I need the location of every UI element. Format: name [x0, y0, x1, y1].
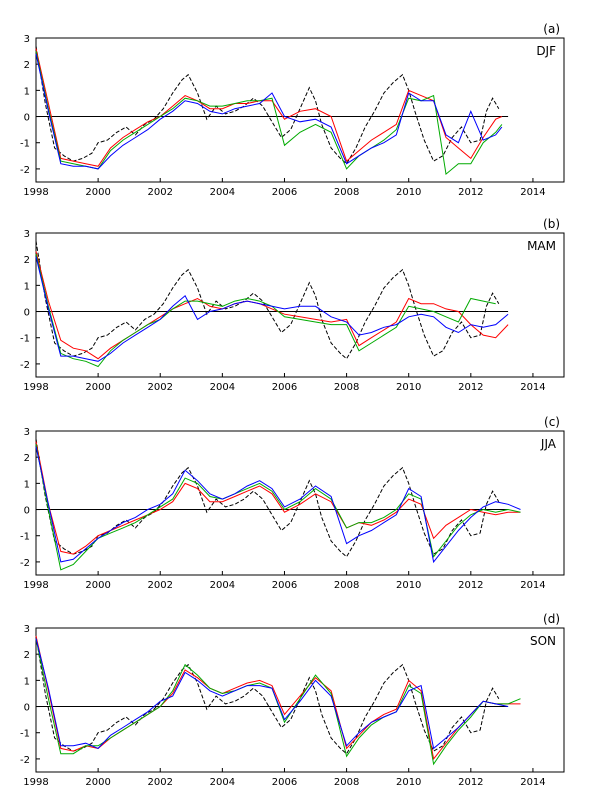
series-line-2	[35, 251, 509, 360]
chart-panel-2: 1998 2000 2002 2004 2006 2008 2010 2012 2014 -2 -1…	[20, 217, 565, 393]
plot-frame	[35, 430, 565, 576]
x-tick-label: 2004	[210, 382, 235, 393]
x-tick-label: 2008	[334, 777, 359, 788]
x-tick-label: 2008	[334, 382, 359, 393]
x-tick-label: 2002	[148, 580, 173, 591]
x-tick-label: 1998	[23, 580, 48, 591]
y-tick-label: 3	[24, 229, 30, 240]
x-tick-label: 2000	[85, 580, 110, 591]
x-tick-label: 2008	[334, 580, 359, 591]
y-tick-label: -2	[20, 558, 30, 569]
chart-panel-4: 1998 2000 2002 2004 2006 2008 2010 2012 2014 -2 -1…	[20, 612, 565, 788]
y-tick-label: 2	[24, 650, 30, 661]
x-tick-label: 2002	[148, 187, 173, 198]
y-tick-label: 1	[24, 676, 30, 687]
plot-frame	[35, 37, 565, 183]
x-tick-label: 2014	[520, 580, 545, 591]
y-tick-label: 0	[24, 506, 30, 517]
y-tick-label: -1	[20, 532, 30, 543]
x-tick-label: 1998	[23, 382, 48, 393]
panel-letter: (d)	[543, 612, 560, 626]
x-tick-label: 2010	[396, 580, 421, 591]
x-tick-label: 2006	[272, 580, 297, 591]
y-tick-label: 1	[24, 479, 30, 490]
x-tick-label: 2014	[520, 187, 545, 198]
y-tick-label: 3	[24, 427, 30, 438]
series-line-1	[35, 438, 500, 558]
series-line-3	[35, 444, 521, 571]
x-tick-label: 2010	[396, 777, 421, 788]
season-label: SON	[530, 634, 556, 648]
x-tick-label: 2012	[458, 382, 483, 393]
x-tick-label: 2004	[210, 580, 235, 591]
y-tick-label: 2	[24, 453, 30, 464]
x-tick-label: 2000	[85, 777, 110, 788]
series-line-2	[35, 441, 521, 555]
x-tick-label: 2012	[458, 777, 483, 788]
plot-frame	[35, 627, 565, 773]
y-tick-label: 0	[24, 308, 30, 319]
x-tick-label: 1998	[23, 187, 48, 198]
y-tick-label: 1	[24, 281, 30, 292]
series-line-1	[35, 240, 500, 360]
y-tick-label: 0	[24, 703, 30, 714]
y-tick-label: 3	[24, 34, 30, 45]
plot-frame	[35, 232, 565, 378]
y-tick-label: 2	[24, 60, 30, 71]
season-label: JJA	[540, 437, 557, 451]
y-tick-label: -2	[20, 165, 30, 176]
y-tick-label: 2	[24, 255, 30, 266]
y-tick-label: 3	[24, 624, 30, 635]
x-tick-label: 2010	[396, 382, 421, 393]
y-tick-label: -1	[20, 139, 30, 150]
series-line-2	[35, 48, 503, 167]
x-tick-label: 2014	[520, 382, 545, 393]
series-line-3	[35, 50, 503, 176]
chart-panel-1: 1998 2000 2002 2004 2006 2008 2010 2012 2014 -2 -1…	[20, 22, 565, 198]
series-line-4	[35, 53, 503, 170]
y-tick-label: -1	[20, 334, 30, 345]
series-line-2	[35, 635, 521, 761]
series-line-3	[35, 638, 521, 766]
y-tick-label: 0	[24, 113, 30, 124]
x-tick-label: 2012	[458, 580, 483, 591]
season-label: MAM	[527, 239, 556, 253]
panel-letter: (a)	[543, 22, 560, 36]
series-line-1	[35, 45, 500, 165]
x-tick-label: 1998	[23, 777, 48, 788]
x-tick-label: 2000	[85, 187, 110, 198]
x-tick-label: 2000	[85, 382, 110, 393]
x-tick-label: 2002	[148, 777, 173, 788]
season-label: DJF	[536, 44, 556, 58]
y-tick-label: -2	[20, 755, 30, 766]
x-tick-label: 2008	[334, 187, 359, 198]
series-line-4	[35, 638, 509, 750]
series-line-3	[35, 253, 496, 368]
x-tick-label: 2002	[148, 382, 173, 393]
y-tick-label: -1	[20, 729, 30, 740]
x-tick-label: 2010	[396, 187, 421, 198]
panel-letter: (c)	[544, 415, 560, 429]
x-tick-label: 2012	[458, 187, 483, 198]
x-tick-label: 2006	[272, 382, 297, 393]
x-tick-label: 2004	[210, 187, 235, 198]
series-line-1	[35, 635, 500, 755]
x-tick-label: 2014	[520, 777, 545, 788]
x-tick-label: 2006	[272, 187, 297, 198]
series-line-4	[35, 256, 509, 362]
y-tick-label: -2	[20, 360, 30, 371]
chart-panel-3: 1998 2000 2002 2004 2006 2008 2010 2012 2014 -2 -1…	[20, 415, 565, 591]
x-tick-label: 2004	[210, 777, 235, 788]
y-tick-label: 1	[24, 86, 30, 97]
series-line-4	[35, 446, 521, 564]
x-tick-label: 2006	[272, 777, 297, 788]
panel-letter: (b)	[543, 217, 560, 231]
